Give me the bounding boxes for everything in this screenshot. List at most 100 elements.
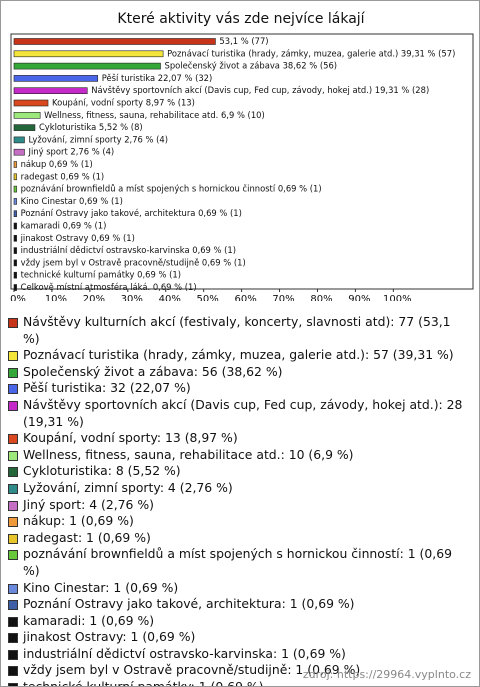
legend-swatch bbox=[8, 616, 18, 627]
legend-item: Návštěvy kulturních akcí (festivaly, kon… bbox=[8, 314, 470, 347]
legend-swatch bbox=[8, 467, 18, 478]
bar-label: poznávání brownfieldů a míst spojených s… bbox=[21, 184, 322, 194]
legend-item: technické kulturní památky: 1 (0,69 %) bbox=[8, 679, 470, 687]
legend-swatch bbox=[8, 367, 18, 378]
legend-item: vždy jsem byl v Ostravě pracovně/studijn… bbox=[8, 662, 470, 679]
bar-label: Jiný sport 2,76 % (4) bbox=[27, 147, 114, 157]
legend-swatch bbox=[8, 533, 18, 544]
bar bbox=[13, 50, 164, 58]
bar-label: 53,1 % (77) bbox=[219, 36, 268, 46]
bar-label: jinakost Ostravy 0,69 % (1) bbox=[20, 233, 135, 243]
legend-swatch bbox=[8, 351, 18, 362]
legend-swatch bbox=[8, 517, 18, 528]
legend-swatch bbox=[8, 318, 18, 328]
bar bbox=[13, 173, 17, 181]
legend-item: kamaradi: 1 (0,69 %) bbox=[8, 613, 470, 630]
legend-item: Pěší turistika: 32 (22,07 %) bbox=[8, 380, 470, 397]
legend-item: Návštěvy sportovních akcí (Davis cup, Fe… bbox=[8, 397, 470, 430]
legend-label: Pěší turistika: 32 (22,07 %) bbox=[23, 380, 191, 396]
chart-title: Které aktivity vás zde nejvíce lákají bbox=[117, 11, 365, 27]
legend-label: radegast: 1 (0,69 %) bbox=[23, 529, 151, 545]
legend-swatch bbox=[8, 434, 18, 445]
x-tick-label: 80% bbox=[310, 294, 332, 301]
x-tick-label: 90% bbox=[348, 294, 370, 301]
legend-label: Poznání Ostravy jako takové, architektur… bbox=[23, 596, 355, 612]
bar bbox=[13, 112, 41, 119]
legend-swatch bbox=[8, 600, 18, 611]
x-tick-label: 40% bbox=[159, 294, 181, 301]
legend-label: Lyžování, zimní sporty: 4 (2,76 %) bbox=[23, 479, 233, 495]
bar-label: Společenský život a zábava 38,62 % (56) bbox=[165, 61, 338, 71]
legend-item: Poznávací turistika (hrady, zámky, muzea… bbox=[8, 347, 470, 364]
bar-label: vždy jsem byl v Ostravě pracovně/studijn… bbox=[21, 257, 246, 267]
legend-swatch bbox=[8, 400, 18, 411]
legend-item: industriální dědictví ostravsko-karvinsk… bbox=[8, 646, 470, 663]
bar-label: Poznání Ostravy jako takové, architektur… bbox=[21, 208, 242, 218]
legend-label: kamaradi: 1 (0,69 %) bbox=[23, 612, 155, 628]
legend-label: technické kulturní památky: 1 (0,69 %) bbox=[23, 679, 264, 687]
legend-label: Kino Cinestar: 1 (0,69 %) bbox=[23, 579, 179, 595]
bar bbox=[13, 198, 17, 205]
legend-label: Společenský život a zábava: 56 (38,62 %) bbox=[23, 363, 283, 379]
legend-swatch bbox=[8, 666, 18, 677]
x-tick-label: 70% bbox=[272, 294, 294, 301]
bar bbox=[13, 124, 36, 131]
legend-label: Wellness, fitness, sauna, rehabilitace a… bbox=[23, 446, 354, 462]
bar-label: Celkově místní atmosféra láká. 0,69 % (1… bbox=[21, 282, 197, 292]
legend: Návštěvy kulturních akcí (festivaly, kon… bbox=[8, 314, 470, 687]
legend-swatch bbox=[8, 683, 18, 686]
legend-label: Poznávací turistika (hrady, zámky, muzea… bbox=[23, 347, 454, 363]
bar-label: kamaradi 0,69 % (1) bbox=[21, 221, 107, 231]
bar bbox=[13, 136, 25, 144]
legend-item: Wellness, fitness, sauna, rehabilitace a… bbox=[8, 447, 470, 464]
legend-swatch bbox=[8, 633, 18, 644]
legend-swatch bbox=[8, 583, 18, 594]
bar-label: Kino Cinestar 0,69 % (1) bbox=[21, 196, 123, 206]
legend-label: vždy jsem byl v Ostravě pracovně/studijn… bbox=[23, 662, 361, 678]
bar-label: Pěší turistika 22,07 % (32) bbox=[102, 73, 213, 83]
x-tick-label: 20% bbox=[83, 294, 105, 301]
bar bbox=[13, 62, 161, 70]
bar-label: industriální dědictví ostravsko-karvinsk… bbox=[21, 245, 236, 255]
legend-label: Návštěvy kulturních akcí (festivaly, kon… bbox=[23, 314, 451, 346]
bar bbox=[13, 271, 17, 279]
x-tick-label: 100% bbox=[383, 294, 412, 301]
bar-label: Lyžování, zimní sporty 2,76 % (4) bbox=[28, 134, 168, 144]
legend-swatch bbox=[8, 483, 18, 494]
legend-label: Jiný sport: 4 (2,76 %) bbox=[23, 496, 154, 512]
legend-item: nákup: 1 (0,69 %) bbox=[8, 513, 470, 530]
legend-item: radegast: 1 (0,69 %) bbox=[8, 530, 470, 547]
legend-item: Kino Cinestar: 1 (0,69 %) bbox=[8, 580, 470, 597]
legend-item: jinakost Ostravy: 1 (0,69 %) bbox=[8, 629, 470, 646]
bar bbox=[13, 38, 216, 45]
x-tick-label: 30% bbox=[121, 294, 143, 301]
legend-swatch bbox=[8, 550, 18, 561]
legend-swatch bbox=[8, 450, 18, 461]
legend-swatch bbox=[8, 649, 18, 660]
legend-label: poznávání brownfieldů a míst spojených s… bbox=[23, 546, 452, 578]
x-tick-label: 50% bbox=[197, 294, 219, 301]
bar bbox=[13, 247, 17, 254]
bar bbox=[13, 148, 25, 156]
bar-label: Cykloturistika 5,52 % (8) bbox=[39, 122, 143, 132]
legend-item: Jiný sport: 4 (2,76 %) bbox=[8, 497, 470, 514]
x-tick-label: 0% bbox=[10, 294, 26, 301]
bar bbox=[13, 161, 17, 168]
legend-label: industriální dědictví ostravsko-karvinsk… bbox=[23, 645, 346, 661]
bar bbox=[13, 99, 49, 107]
bar bbox=[13, 210, 17, 217]
x-tick-label: 60% bbox=[234, 294, 256, 301]
legend-label: Návštěvy sportovních akcí (Davis cup, Fe… bbox=[23, 396, 463, 429]
bar-label: technické kulturní památky 0,69 % (1) bbox=[21, 270, 181, 280]
legend-item: Koupání, vodní sporty: 13 (8,97 %) bbox=[8, 430, 470, 447]
bar-label: radegast 0,69 % (1) bbox=[21, 171, 105, 181]
bar bbox=[13, 222, 17, 230]
legend-item: poznávání brownfieldů a míst spojených s… bbox=[8, 546, 470, 579]
legend-swatch bbox=[8, 500, 18, 511]
legend-label: jinakost Ostravy: 1 (0,69 %) bbox=[23, 629, 196, 645]
bar bbox=[13, 259, 17, 267]
bar-label: nákup 0,69 % (1) bbox=[21, 159, 93, 169]
legend-label: Cykloturistika: 8 (5,52 %) bbox=[23, 463, 181, 479]
legend-item: Lyžování, zimní sporty: 4 (2,76 %) bbox=[8, 480, 470, 497]
legend-item: Poznání Ostravy jako takové, architektur… bbox=[8, 596, 470, 613]
